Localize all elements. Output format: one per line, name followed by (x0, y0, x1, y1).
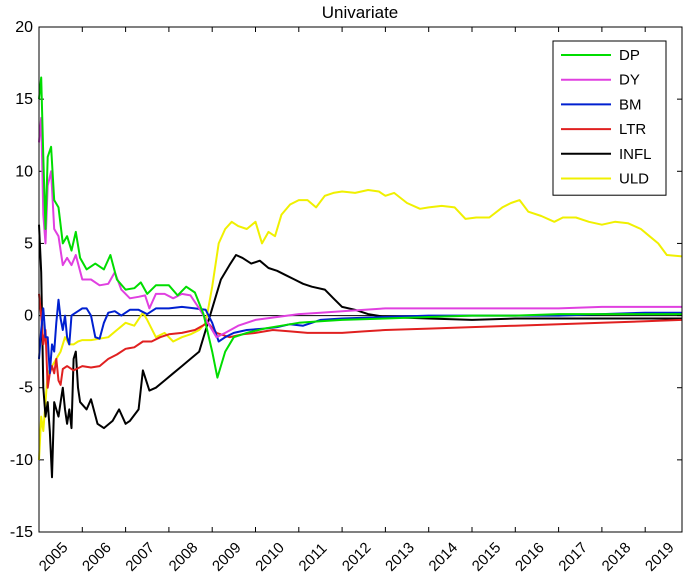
legend-label-infl: INFL (619, 146, 652, 163)
y-tick-label: 0 (24, 308, 33, 325)
series-line-infl (38, 224, 682, 479)
y-tick-label: 10 (15, 163, 33, 180)
series-layer (38, 76, 683, 479)
x-tick-label: 2018 (599, 539, 635, 575)
series-line-bm (38, 298, 682, 375)
y-tick-label: -15 (10, 524, 33, 541)
series-line-dy (38, 116, 682, 339)
x-tick-label: 2015 (469, 539, 505, 575)
x-tick-label: 2017 (555, 539, 591, 575)
x-tick-label: 2009 (209, 539, 245, 575)
x-tick-label: 2011 (296, 540, 331, 575)
y-tick-label: -10 (10, 452, 33, 469)
legend-label-dy: DY (619, 72, 640, 89)
x-tick-label: 2016 (512, 539, 548, 575)
plot-area-frame (38, 26, 683, 533)
y-tick-label: 5 (24, 235, 33, 252)
x-tick-label: 2006 (79, 539, 115, 575)
y-tick-label: 15 (15, 91, 33, 108)
x-tick-label: 2019 (642, 539, 678, 575)
legend-label-uld: ULD (619, 171, 649, 188)
x-tick-label: 2012 (339, 539, 375, 575)
y-tick-label: 20 (15, 19, 33, 36)
series-line-dp (38, 76, 682, 379)
legend-label-bm: BM (619, 96, 642, 113)
series-line-uld (38, 189, 683, 460)
legend-label-dp: DP (619, 47, 640, 64)
x-tick-label: 2005 (36, 539, 72, 575)
series-line-ltr (38, 293, 683, 389)
chart-title: Univariate (322, 3, 399, 22)
x-tick-label: 2008 (166, 539, 202, 575)
legend-label-ltr: LTR (619, 121, 646, 138)
x-tick-label: 2007 (122, 539, 158, 575)
x-tick-label: 2014 (426, 539, 462, 575)
x-tick-label: 2013 (382, 539, 418, 575)
legend-box (552, 40, 667, 196)
legend: DP DY BM LTR INFL ULD (552, 40, 667, 196)
y-tick-label: -5 (19, 380, 33, 397)
x-tick-label: 2010 (252, 539, 288, 575)
